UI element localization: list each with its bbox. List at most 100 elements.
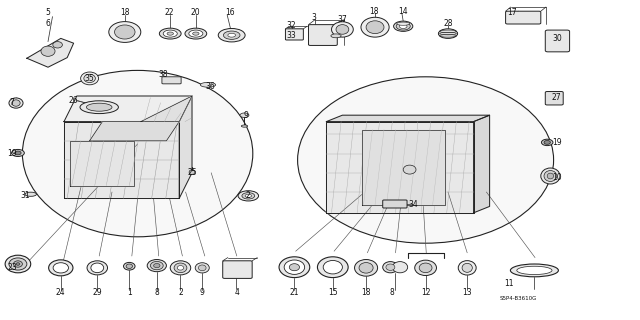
Ellipse shape bbox=[366, 21, 384, 34]
Ellipse shape bbox=[240, 113, 249, 117]
Ellipse shape bbox=[147, 260, 166, 272]
Ellipse shape bbox=[383, 262, 398, 273]
Ellipse shape bbox=[15, 151, 21, 155]
Text: 15: 15 bbox=[328, 288, 338, 297]
FancyBboxPatch shape bbox=[545, 92, 563, 105]
Text: 19: 19 bbox=[552, 138, 562, 147]
Ellipse shape bbox=[91, 263, 104, 273]
Ellipse shape bbox=[399, 24, 407, 28]
Ellipse shape bbox=[289, 264, 300, 271]
Ellipse shape bbox=[12, 100, 20, 106]
Text: 29: 29 bbox=[92, 288, 102, 297]
Text: 25: 25 bbox=[187, 168, 197, 177]
Ellipse shape bbox=[52, 42, 62, 48]
Text: S5P4-B3610G: S5P4-B3610G bbox=[500, 296, 537, 301]
Ellipse shape bbox=[9, 258, 27, 270]
Ellipse shape bbox=[193, 32, 199, 35]
Text: 1: 1 bbox=[127, 288, 132, 297]
Text: 6: 6 bbox=[45, 20, 51, 28]
Text: 18: 18 bbox=[370, 7, 379, 16]
Ellipse shape bbox=[541, 168, 560, 184]
Polygon shape bbox=[179, 96, 192, 198]
Ellipse shape bbox=[195, 263, 209, 273]
Ellipse shape bbox=[154, 263, 160, 268]
Ellipse shape bbox=[298, 77, 554, 243]
Text: 35: 35 bbox=[84, 74, 95, 83]
Text: 18: 18 bbox=[362, 288, 371, 297]
Ellipse shape bbox=[336, 25, 349, 34]
Ellipse shape bbox=[511, 264, 558, 277]
Ellipse shape bbox=[150, 261, 163, 270]
Ellipse shape bbox=[331, 34, 341, 38]
Ellipse shape bbox=[419, 263, 432, 273]
Ellipse shape bbox=[9, 98, 23, 108]
Text: 37: 37 bbox=[337, 15, 348, 24]
Ellipse shape bbox=[323, 260, 342, 274]
Ellipse shape bbox=[245, 194, 252, 197]
Ellipse shape bbox=[458, 260, 476, 275]
Ellipse shape bbox=[198, 265, 206, 271]
Ellipse shape bbox=[25, 192, 36, 196]
Ellipse shape bbox=[218, 28, 245, 42]
Text: 28: 28 bbox=[444, 20, 452, 28]
Ellipse shape bbox=[386, 264, 395, 270]
Ellipse shape bbox=[13, 261, 22, 267]
Ellipse shape bbox=[22, 70, 253, 237]
Text: 18: 18 bbox=[120, 8, 129, 17]
Polygon shape bbox=[64, 122, 179, 198]
Text: 2: 2 bbox=[246, 191, 251, 200]
Text: 21: 21 bbox=[290, 288, 299, 297]
Text: 31: 31 bbox=[20, 191, 31, 200]
Ellipse shape bbox=[415, 260, 436, 276]
Ellipse shape bbox=[317, 257, 348, 277]
Text: 26: 26 bbox=[68, 96, 79, 105]
Ellipse shape bbox=[361, 17, 389, 37]
Ellipse shape bbox=[462, 263, 472, 272]
Ellipse shape bbox=[355, 260, 378, 276]
Ellipse shape bbox=[242, 193, 255, 199]
Ellipse shape bbox=[359, 262, 373, 273]
Ellipse shape bbox=[185, 28, 207, 39]
Text: 12: 12 bbox=[421, 288, 430, 297]
FancyBboxPatch shape bbox=[285, 29, 303, 40]
Ellipse shape bbox=[544, 171, 557, 181]
Text: 4: 4 bbox=[234, 288, 239, 297]
Ellipse shape bbox=[174, 263, 187, 273]
Polygon shape bbox=[64, 96, 192, 122]
Text: 17: 17 bbox=[507, 8, 517, 17]
Text: 34: 34 bbox=[408, 200, 418, 209]
Text: 5: 5 bbox=[45, 8, 51, 17]
Ellipse shape bbox=[189, 30, 203, 37]
Ellipse shape bbox=[284, 260, 305, 274]
Ellipse shape bbox=[115, 25, 135, 39]
Text: 10: 10 bbox=[552, 173, 562, 182]
Ellipse shape bbox=[547, 173, 554, 179]
Text: 8: 8 bbox=[154, 288, 159, 297]
Ellipse shape bbox=[189, 170, 195, 175]
Ellipse shape bbox=[279, 257, 310, 277]
Ellipse shape bbox=[109, 22, 141, 42]
Polygon shape bbox=[474, 115, 490, 213]
Ellipse shape bbox=[49, 260, 73, 276]
Ellipse shape bbox=[332, 22, 353, 37]
Text: 7: 7 bbox=[9, 98, 14, 107]
Text: 33: 33 bbox=[286, 31, 296, 40]
Text: 30: 30 bbox=[552, 34, 562, 43]
Ellipse shape bbox=[16, 263, 20, 265]
Text: 20: 20 bbox=[190, 8, 200, 17]
Ellipse shape bbox=[392, 262, 408, 273]
Polygon shape bbox=[27, 38, 74, 67]
Text: 13: 13 bbox=[462, 288, 472, 297]
Ellipse shape bbox=[84, 74, 95, 83]
Polygon shape bbox=[362, 130, 445, 205]
Ellipse shape bbox=[86, 103, 112, 111]
Ellipse shape bbox=[228, 33, 236, 37]
Text: 27: 27 bbox=[552, 93, 562, 102]
Ellipse shape bbox=[126, 264, 132, 268]
Ellipse shape bbox=[87, 261, 108, 275]
Ellipse shape bbox=[397, 22, 410, 25]
Polygon shape bbox=[141, 96, 192, 122]
FancyBboxPatch shape bbox=[162, 77, 181, 84]
Polygon shape bbox=[326, 115, 490, 122]
Text: 11: 11 bbox=[504, 279, 513, 288]
